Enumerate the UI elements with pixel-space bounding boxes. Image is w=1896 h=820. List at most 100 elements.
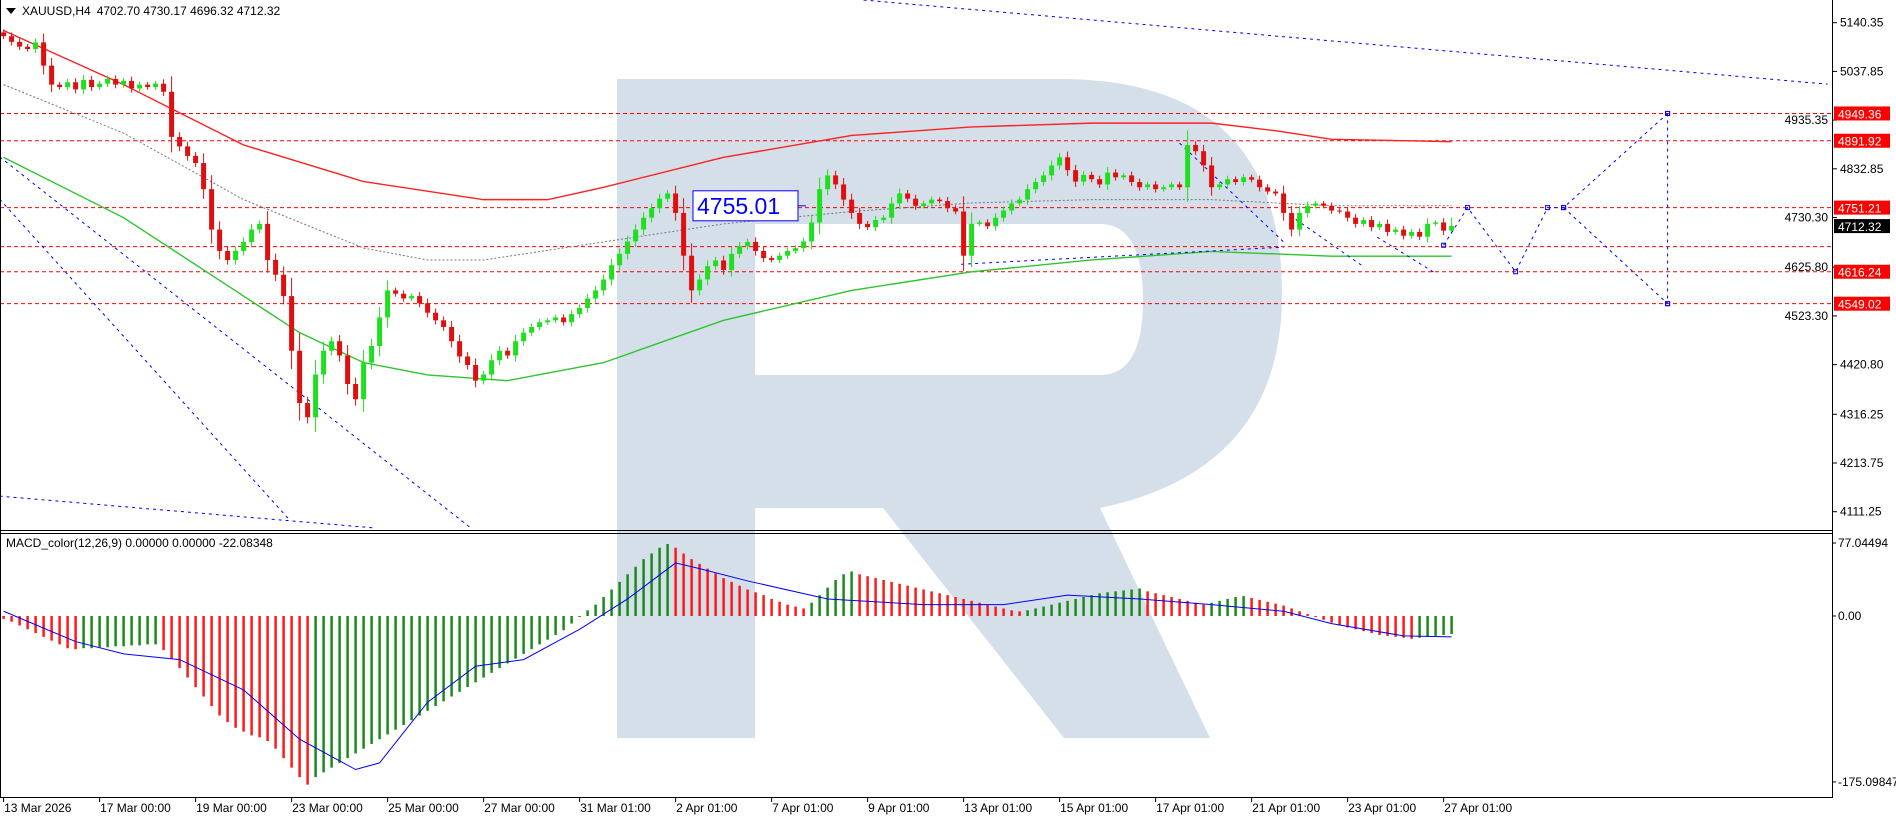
- candle-body: [937, 199, 943, 202]
- candle-body: [1385, 223, 1391, 232]
- macd-bar: [250, 616, 253, 736]
- candle-body: [817, 189, 823, 223]
- candle: [793, 245, 799, 254]
- macd-bar: [1434, 616, 1437, 636]
- candle: [897, 188, 903, 209]
- macd-bar: [1330, 616, 1333, 623]
- candle: [1217, 181, 1223, 191]
- candle-body: [1113, 172, 1119, 178]
- candle: [1409, 228, 1415, 239]
- macd-bar: [106, 616, 109, 648]
- macd-bar: [1266, 601, 1269, 616]
- macd-bar: [370, 616, 373, 744]
- candle-body: [1089, 174, 1095, 180]
- candle-body: [1289, 212, 1295, 230]
- macd-bar: [634, 566, 637, 616]
- candle: [89, 75, 95, 92]
- candle: [753, 237, 759, 256]
- candle-body: [289, 296, 295, 351]
- macd-bar: [1066, 600, 1069, 616]
- macd-bar: [810, 602, 813, 616]
- dropdown-triangle-icon[interactable]: [6, 8, 16, 14]
- candle-body: [609, 265, 615, 280]
- candle: [1313, 200, 1319, 209]
- candle-body: [1193, 144, 1199, 152]
- candle: [505, 347, 511, 359]
- time-tick-label: 23 Apr 01:00: [1348, 801, 1416, 815]
- candle: [1321, 200, 1327, 209]
- macd-bar: [218, 616, 221, 716]
- candle: [561, 314, 567, 326]
- candle: [633, 224, 639, 247]
- macd-bar: [1354, 616, 1357, 630]
- macd-bar: [946, 595, 949, 616]
- macd-bar: [346, 616, 349, 759]
- macd-bar: [442, 616, 445, 702]
- candle-body: [1345, 211, 1351, 218]
- macd-bar: [90, 616, 93, 649]
- macd-bar: [1074, 598, 1077, 616]
- candle: [1273, 189, 1279, 196]
- macd-bar: [170, 616, 173, 659]
- candle: [369, 339, 375, 370]
- candle: [465, 351, 471, 370]
- candle-body: [65, 82, 71, 88]
- candle-body: [833, 175, 839, 185]
- candle: [1377, 220, 1383, 231]
- candle: [937, 197, 943, 204]
- level-price-label: 4891.92: [1838, 135, 1882, 149]
- candle: [905, 189, 911, 203]
- candle: [849, 193, 855, 219]
- macd-bar: [114, 616, 117, 647]
- macd-bar: [890, 581, 893, 616]
- candle-body: [1057, 157, 1063, 166]
- candle: [881, 215, 887, 223]
- level-price-label-bg: [1834, 133, 1890, 148]
- candle-body: [921, 203, 927, 206]
- price-tick-label: 4523.30: [1785, 309, 1829, 323]
- candle: [361, 349, 367, 413]
- macd-bar: [234, 616, 237, 728]
- candle: [649, 203, 655, 223]
- candle: [921, 200, 927, 209]
- candle: [153, 80, 159, 90]
- trendline-1: [0, 198, 291, 521]
- candle-body: [881, 217, 887, 221]
- macd-bar: [242, 616, 245, 732]
- candle-body: [681, 212, 687, 256]
- candle-body: [1201, 151, 1207, 166]
- macd-bar: [922, 589, 925, 616]
- candle-body: [865, 223, 871, 228]
- candle: [1169, 181, 1175, 191]
- candle: [145, 82, 151, 90]
- candle: [817, 177, 823, 235]
- candle-body: [1297, 212, 1303, 230]
- candle-body: [1441, 222, 1447, 231]
- trendline-5: [1179, 142, 1284, 243]
- candle: [97, 80, 103, 90]
- candle-body: [297, 350, 303, 404]
- candle: [321, 341, 327, 384]
- candle: [193, 151, 199, 168]
- level-price-label-bg: [1834, 296, 1890, 311]
- level-price-label: 4751.21: [1838, 202, 1882, 216]
- time-tick-label: 19 Mar 00:00: [196, 801, 267, 815]
- candle: [1201, 144, 1207, 172]
- candle: [329, 336, 335, 356]
- macd-bar: [906, 585, 909, 616]
- macd-bar: [1338, 616, 1341, 626]
- candle-body: [769, 258, 775, 260]
- candle-body: [521, 332, 527, 342]
- macd-bar: [226, 616, 229, 723]
- candle: [673, 185, 679, 221]
- macd-bar: [802, 608, 805, 616]
- macd-bar: [474, 616, 477, 683]
- candle: [1249, 174, 1255, 183]
- candle: [1113, 169, 1119, 181]
- candle: [1329, 202, 1335, 214]
- candle-body: [377, 317, 383, 346]
- candle: [273, 253, 279, 282]
- candle-body: [537, 322, 543, 327]
- macd-bar: [1250, 597, 1253, 616]
